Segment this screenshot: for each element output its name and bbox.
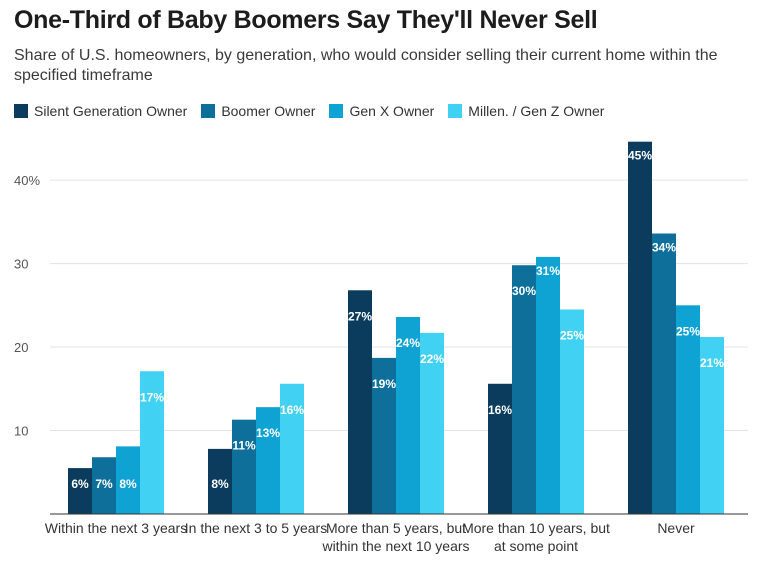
x-tick-label: More than 5 years, but within the next 1… <box>322 520 470 554</box>
bar <box>116 446 140 514</box>
x-tick-label: Within the next 3 years <box>44 520 188 536</box>
bar <box>232 419 256 514</box>
chart-subtitle: Share of U.S. homeowners, by generation,… <box>14 47 718 84</box>
bar <box>536 256 560 514</box>
legend-swatch <box>448 104 463 118</box>
y-tick-label: 30 <box>14 257 28 272</box>
legend-swatch <box>329 104 344 118</box>
legend: Silent Generation Owner Boomer Owner Gen… <box>14 103 618 119</box>
bar <box>512 265 536 514</box>
legend-label: Boomer Owner <box>221 103 316 119</box>
bar <box>628 141 652 514</box>
data-label: 24% <box>396 336 420 350</box>
legend-label: Silent Generation Owner <box>34 103 188 119</box>
data-label: 11% <box>232 439 256 453</box>
x-tick-label: Never <box>657 520 695 536</box>
bar <box>92 457 116 514</box>
data-label: 27% <box>348 309 372 323</box>
data-label: 8% <box>211 477 229 491</box>
data-label: 25% <box>676 324 700 338</box>
data-label: 22% <box>420 352 444 366</box>
data-label: 25% <box>560 328 584 342</box>
data-label: 7% <box>95 477 113 491</box>
x-tick-label: In the next 3 to 5 years <box>184 520 328 536</box>
bar <box>68 468 92 514</box>
data-label: 16% <box>488 403 512 417</box>
bar <box>700 337 724 514</box>
data-label: 13% <box>256 426 280 440</box>
bar <box>348 290 372 514</box>
bar <box>652 233 676 514</box>
legend-item-genx: Gen X Owner <box>329 103 434 119</box>
data-label: 17% <box>140 390 164 404</box>
data-label: 31% <box>536 264 560 278</box>
legend-item-millen: Millen. / Gen Z Owner <box>448 103 604 119</box>
y-tick-label: 20 <box>14 340 28 355</box>
bar <box>420 332 444 514</box>
y-tick-label: 40% <box>14 173 40 188</box>
data-label: 45% <box>628 149 652 163</box>
data-label: 30% <box>512 284 536 298</box>
bar <box>396 316 420 514</box>
bar <box>280 383 304 514</box>
bar <box>372 357 396 514</box>
legend-swatch <box>201 104 216 118</box>
data-label: 34% <box>652 241 676 255</box>
chart-title: One-Third of Baby Boomers Say They'll Ne… <box>14 6 598 34</box>
bar <box>488 383 512 514</box>
x-tick-label: More than 10 years, but at some point <box>462 520 610 554</box>
bar <box>208 448 232 514</box>
bar <box>140 371 164 514</box>
legend-item-silent: Silent Generation Owner <box>14 103 187 119</box>
bar <box>560 309 584 514</box>
data-label: 19% <box>372 377 396 391</box>
legend-item-boomer: Boomer Owner <box>201 103 315 119</box>
data-label: 16% <box>280 403 304 417</box>
legend-label: Millen. / Gen Z Owner <box>468 103 605 119</box>
data-label: 6% <box>71 477 89 491</box>
legend-swatch <box>14 104 28 118</box>
y-tick-label: 10 <box>14 424 28 439</box>
bar <box>676 305 700 514</box>
bar <box>256 407 280 514</box>
data-label: 8% <box>119 477 137 491</box>
legend-label: Gen X Owner <box>349 103 435 119</box>
data-label: 21% <box>700 356 724 370</box>
